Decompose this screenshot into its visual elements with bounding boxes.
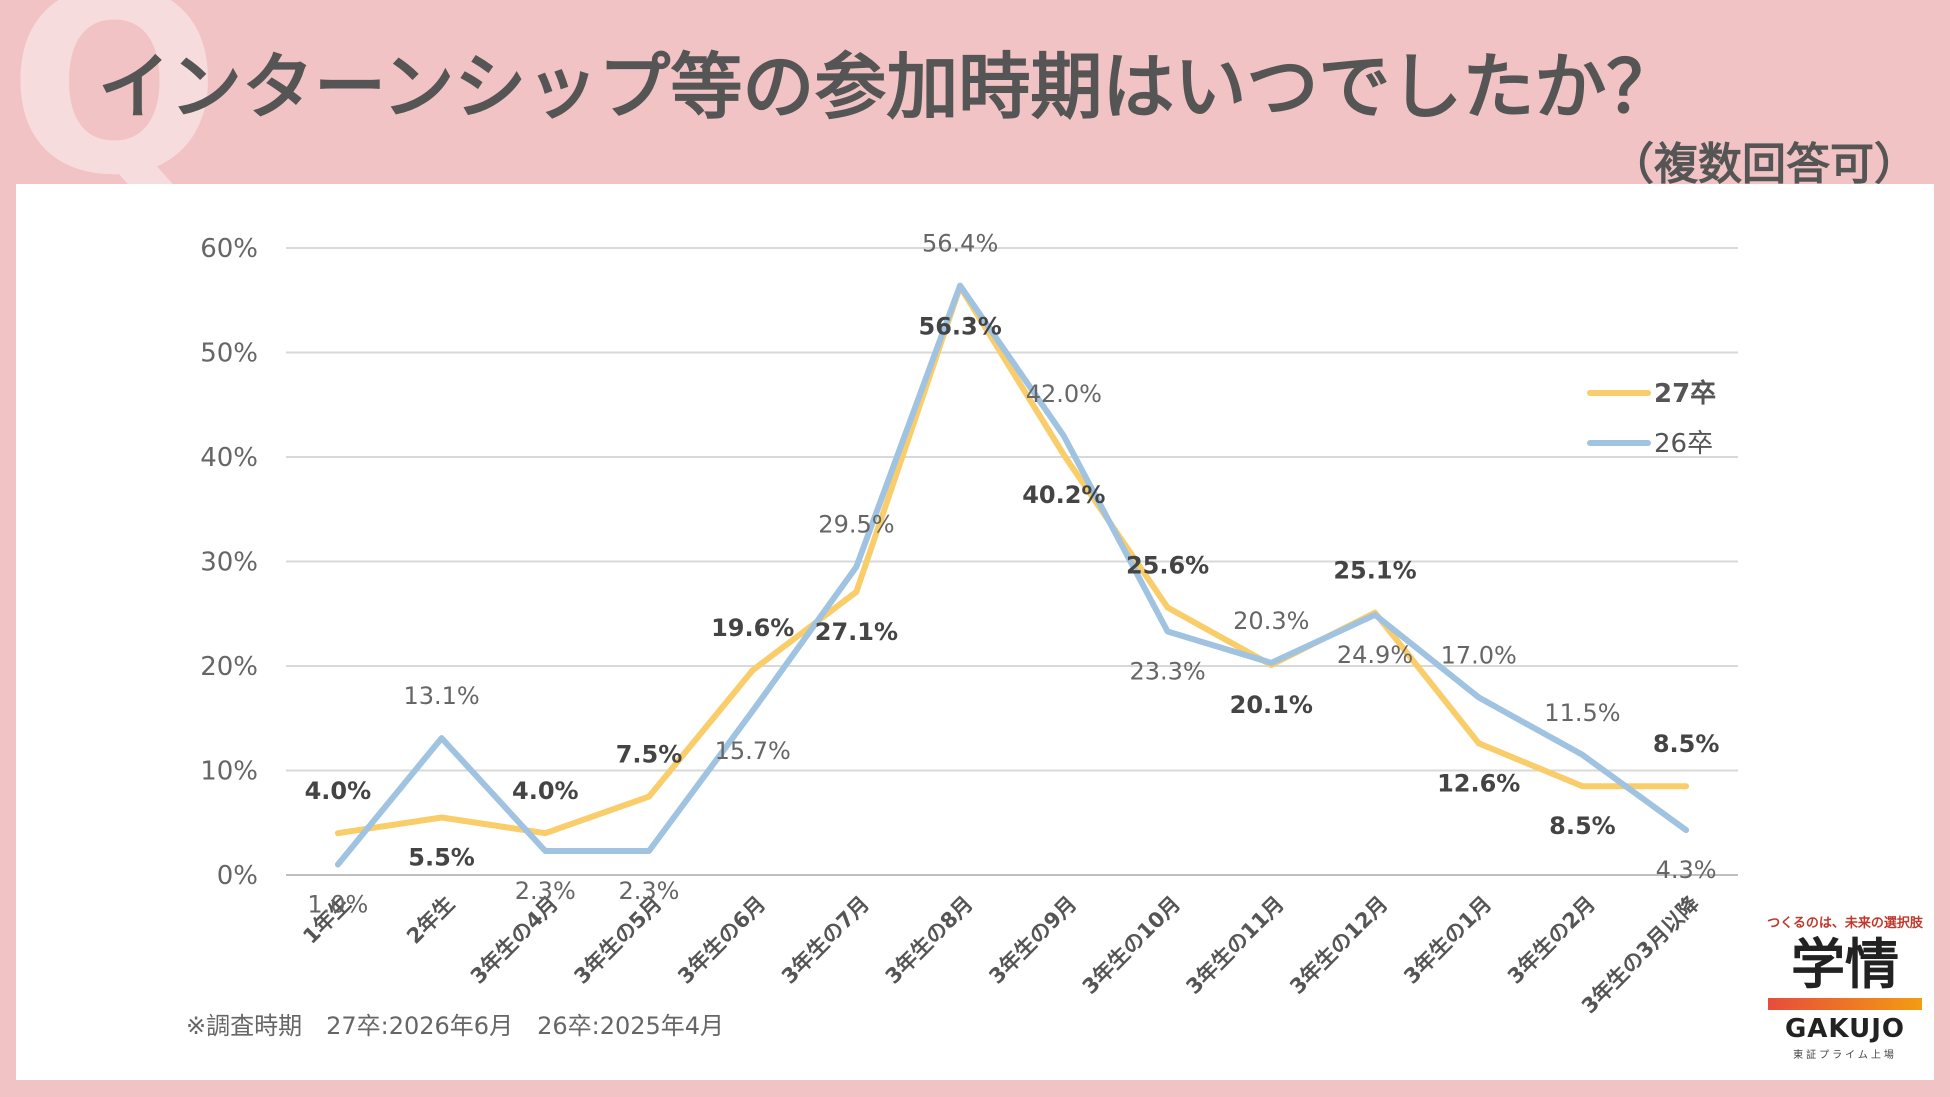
y-tick-label: 0% bbox=[217, 861, 258, 891]
y-tick-label: 10% bbox=[200, 757, 258, 787]
legend-entry: 27卒 bbox=[1654, 378, 1716, 409]
data-label: 2.3% bbox=[515, 877, 576, 905]
q-watermark: Q bbox=[8, 0, 221, 230]
data-label: 27.1% bbox=[815, 618, 898, 646]
y-tick-label: 30% bbox=[200, 548, 258, 578]
data-label: 20.3% bbox=[1233, 607, 1309, 635]
data-label: 23.3% bbox=[1129, 658, 1205, 686]
survey-period-note: ※調査時期 27卒:2026年6月 26卒:2025年4月 bbox=[186, 1012, 725, 1040]
x-tick-label: 3年生の2月 bbox=[1503, 892, 1600, 989]
chart-panel bbox=[16, 184, 1934, 1080]
x-tick-label: 3年生の11月 bbox=[1181, 892, 1288, 999]
x-tick-label: 3年生の8月 bbox=[881, 892, 978, 989]
page-title: インターンシップ等の参加時期はいつでしたか？ bbox=[98, 45, 1679, 129]
x-tick-label: 3年生の6月 bbox=[673, 892, 770, 989]
data-label: 12.6% bbox=[1437, 769, 1520, 797]
data-label: 15.7% bbox=[715, 737, 791, 765]
data-label: 25.1% bbox=[1333, 557, 1416, 585]
y-tick-label: 50% bbox=[200, 339, 258, 369]
data-label: 20.1% bbox=[1230, 691, 1313, 719]
logo-name: GAKUJO bbox=[1784, 1013, 1906, 1044]
data-label: 13.1% bbox=[403, 682, 479, 710]
logo-color-bar bbox=[1768, 997, 1922, 1010]
data-label: 56.3% bbox=[919, 313, 1002, 341]
logo-mark: 学情 bbox=[1791, 933, 1899, 996]
data-label: 29.5% bbox=[818, 511, 894, 539]
data-label: 7.5% bbox=[616, 741, 683, 769]
series-line bbox=[334, 282, 1690, 868]
data-label: 40.2% bbox=[1022, 481, 1105, 509]
data-label: 25.6% bbox=[1126, 551, 1209, 579]
data-label: 5.5% bbox=[408, 844, 475, 872]
data-label: 24.9% bbox=[1337, 641, 1413, 669]
x-tick-label: 3年生の9月 bbox=[984, 892, 1081, 989]
data-label: 2.3% bbox=[619, 877, 680, 905]
data-label: 11.5% bbox=[1544, 699, 1620, 727]
y-tick-label: 40% bbox=[200, 443, 258, 473]
logo-listing: 東証プライム上場 bbox=[1793, 1049, 1897, 1061]
data-label: 4.3% bbox=[1656, 856, 1717, 884]
x-tick-label: 2年生 bbox=[402, 892, 459, 949]
x-tick-label: 3年生の10月 bbox=[1078, 892, 1185, 999]
data-label: 17.0% bbox=[1441, 641, 1517, 669]
x-tick-label: 3年生の4月 bbox=[466, 892, 563, 989]
gakujo-logo: つくるのは、未来の選択肢 学情 GAKUJO 東証プライム上場 bbox=[1760, 912, 1930, 1061]
y-tick-label: 60% bbox=[200, 234, 258, 264]
data-label: 56.4% bbox=[922, 230, 998, 258]
y-tick-label: 20% bbox=[200, 652, 258, 682]
data-label: 1.0% bbox=[307, 891, 368, 919]
data-label: 19.6% bbox=[711, 614, 794, 642]
data-label: 8.5% bbox=[1653, 730, 1720, 758]
data-label: 42.0% bbox=[1026, 380, 1102, 408]
logo-tagline: つくるのは、未来の選択肢 bbox=[1767, 916, 1923, 931]
x-tick-label: 3年生の5月 bbox=[569, 892, 666, 989]
data-label: 8.5% bbox=[1549, 812, 1616, 840]
data-label: 4.0% bbox=[512, 777, 579, 805]
series-line bbox=[334, 283, 1690, 837]
x-tick-label: 3年生の7月 bbox=[777, 892, 874, 989]
legend-entry: 26卒 bbox=[1654, 429, 1713, 459]
page-subtitle: （複数回答可） bbox=[1610, 139, 1918, 190]
x-tick-label: 3年生の1月 bbox=[1399, 892, 1496, 989]
x-tick-label: 3年生の12月 bbox=[1285, 892, 1392, 999]
data-label: 4.0% bbox=[305, 777, 372, 805]
